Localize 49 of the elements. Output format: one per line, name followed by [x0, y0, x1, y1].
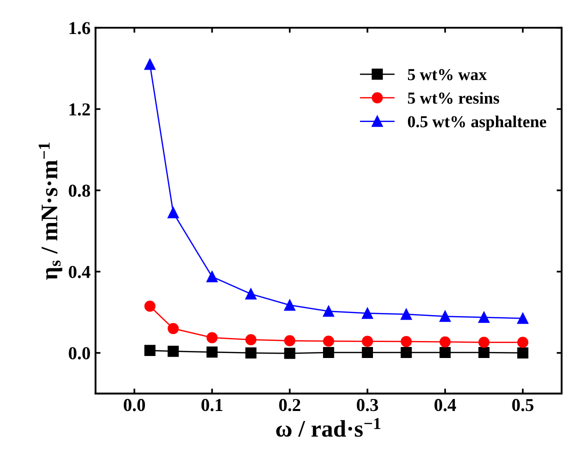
x-tick-label: 0.3	[356, 398, 378, 412]
point	[144, 300, 156, 312]
point	[323, 346, 334, 358]
x-tick-label: 0.1	[201, 398, 222, 412]
point	[206, 271, 218, 282]
x-tick-label: 0.0	[124, 398, 145, 412]
x-tick-label: 0.5	[512, 398, 534, 412]
point	[517, 312, 528, 324]
point	[168, 207, 179, 218]
point	[245, 334, 256, 346]
point	[284, 348, 296, 359]
point	[440, 310, 451, 322]
point	[206, 332, 218, 344]
point	[478, 336, 490, 348]
point	[168, 346, 179, 357]
point	[400, 308, 412, 320]
y-tick-label: 0.4	[68, 266, 90, 278]
y-tick-label: 0.8	[68, 184, 90, 197]
point	[245, 347, 256, 358]
point	[478, 346, 490, 358]
point	[323, 336, 334, 347]
point	[144, 344, 156, 356]
point	[323, 306, 334, 317]
point	[517, 336, 528, 348]
point	[517, 347, 528, 358]
x-tick-label: 0.2	[279, 398, 300, 412]
point	[168, 322, 179, 334]
point	[362, 308, 373, 319]
point	[206, 346, 218, 358]
y-axis-title: η$_{s}$ / mN·s·m$^{−1}$	[38, 142, 62, 280]
point	[245, 288, 256, 300]
point	[478, 312, 490, 323]
point	[284, 300, 296, 311]
point	[440, 336, 451, 348]
legend-label: 5 wt% wax	[408, 68, 487, 80]
y-tick-label: 1.2	[70, 103, 90, 116]
point	[362, 336, 373, 347]
point	[362, 346, 373, 358]
legend-label: 0.5 wt% asphaltene	[408, 116, 546, 131]
y-tick-label: 1.6	[70, 22, 90, 34]
point	[400, 346, 412, 358]
point	[144, 58, 156, 70]
x-tick-label: 0.4	[434, 398, 456, 412]
y-tick-label: 0.0	[68, 347, 90, 360]
legend-label: 5 wt% resins	[408, 92, 500, 104]
point	[440, 346, 451, 358]
x-axis-title: ω / rad·s$^{−1}$	[276, 418, 380, 437]
point	[284, 335, 296, 346]
point	[400, 336, 412, 348]
